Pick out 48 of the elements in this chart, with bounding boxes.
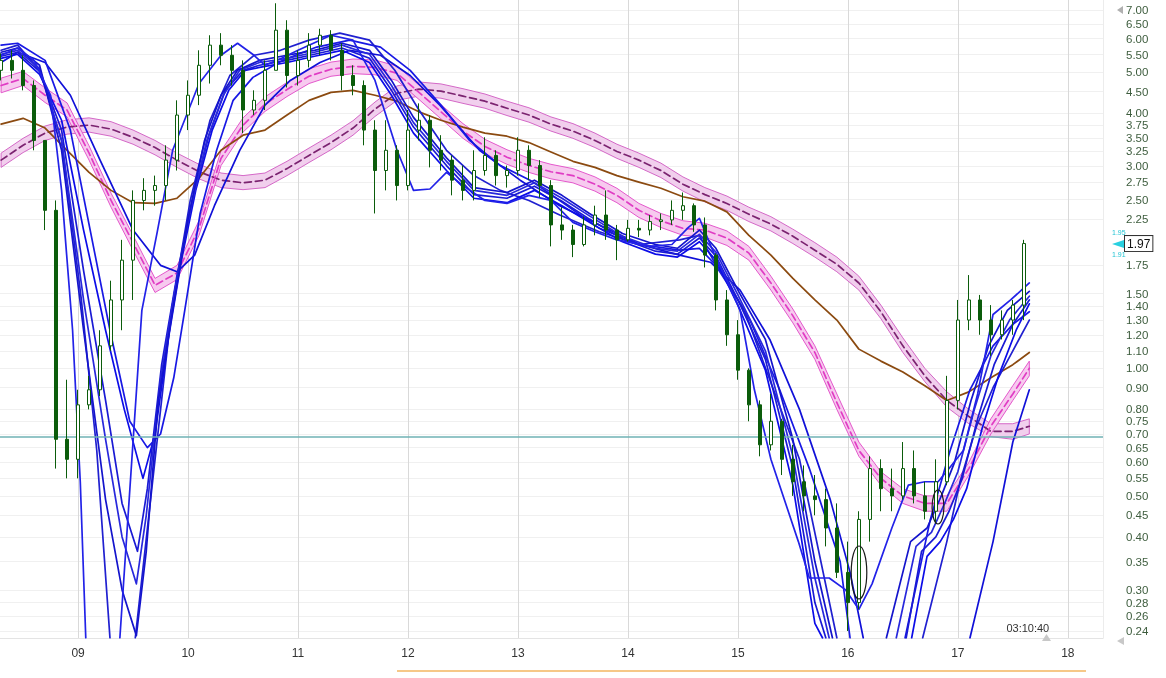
y-tick-label: 0.80 [1126, 403, 1149, 416]
y-tick-label: 0.24 [1126, 624, 1149, 637]
y-tick-label: 4.50 [1126, 85, 1149, 98]
y-tick-label: 3.50 [1126, 131, 1149, 144]
x-tick-label: 11 [291, 646, 305, 660]
y-tick-label: 7.00 [1126, 4, 1149, 17]
y-tick-label: 0.30 [1126, 583, 1149, 596]
x-tick-label: 10 [181, 646, 196, 660]
x-tick-label: 16 [841, 646, 855, 660]
annotation: 03:10:40 [1006, 622, 1050, 634]
y-tick-label: 0.40 [1126, 530, 1149, 543]
y-tick-label: 1.40 [1126, 300, 1149, 313]
y-tick-label: 5.50 [1126, 48, 1149, 61]
x-tick-label: 12 [401, 646, 415, 660]
y-tick-label: 0.28 [1126, 596, 1149, 609]
x-tick-label: 17 [951, 646, 965, 660]
y-tick-label: 4.00 [1126, 107, 1149, 120]
y-tick-label: 1.50 [1126, 287, 1149, 300]
x-tick-label: 14 [621, 646, 635, 660]
y-tick-label: 3.00 [1126, 160, 1149, 173]
y-tick-label: 0.60 [1126, 456, 1149, 469]
y-tick-label: 2.75 [1126, 176, 1149, 189]
y-tick-label: 2.25 [1126, 213, 1149, 226]
x-tick-label: 13 [511, 646, 525, 660]
y-tick-label: 0.35 [1126, 555, 1149, 568]
y-tick-label: 6.00 [1126, 32, 1149, 45]
y-tick-label: 1.10 [1126, 344, 1149, 357]
y-tick-label: 5.00 [1126, 66, 1149, 79]
y-tick-label: 0.50 [1126, 489, 1149, 502]
text: 1.97 [1127, 236, 1151, 251]
y-tick-label: 6.50 [1126, 17, 1149, 30]
x-tick-label: 18 [1061, 646, 1075, 660]
y-tick-label: 0.26 [1126, 610, 1149, 623]
y-tick-label: 0.65 [1126, 441, 1149, 454]
y-tick-label: 1.00 [1126, 362, 1149, 375]
y-tick-label: 0.75 [1126, 415, 1149, 428]
y-tick-label: 1.75 [1126, 259, 1149, 272]
y-tick-label: 0.70 [1126, 427, 1149, 440]
y-tick-label: 1.30 [1126, 314, 1149, 327]
y-tick-label: 2.50 [1126, 193, 1149, 206]
x-tick-label: 15 [731, 646, 745, 660]
x-tick-label: 09 [71, 646, 86, 660]
y-tick-label: 3.75 [1126, 119, 1149, 132]
y-tick-label: 0.90 [1126, 381, 1149, 394]
y-tick-label: 0.45 [1126, 509, 1149, 522]
y-tick-label: 1.20 [1126, 328, 1149, 341]
y-tick-label: 0.55 [1126, 472, 1149, 485]
y-tick-label: 3.25 [1126, 145, 1149, 158]
